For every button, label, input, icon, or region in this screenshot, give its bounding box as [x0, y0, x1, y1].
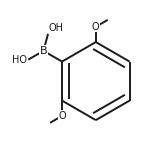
Text: B: B: [40, 46, 47, 56]
Text: OH: OH: [49, 23, 64, 33]
Text: O: O: [92, 22, 100, 32]
Text: O: O: [58, 111, 66, 121]
Text: HO: HO: [12, 55, 28, 65]
